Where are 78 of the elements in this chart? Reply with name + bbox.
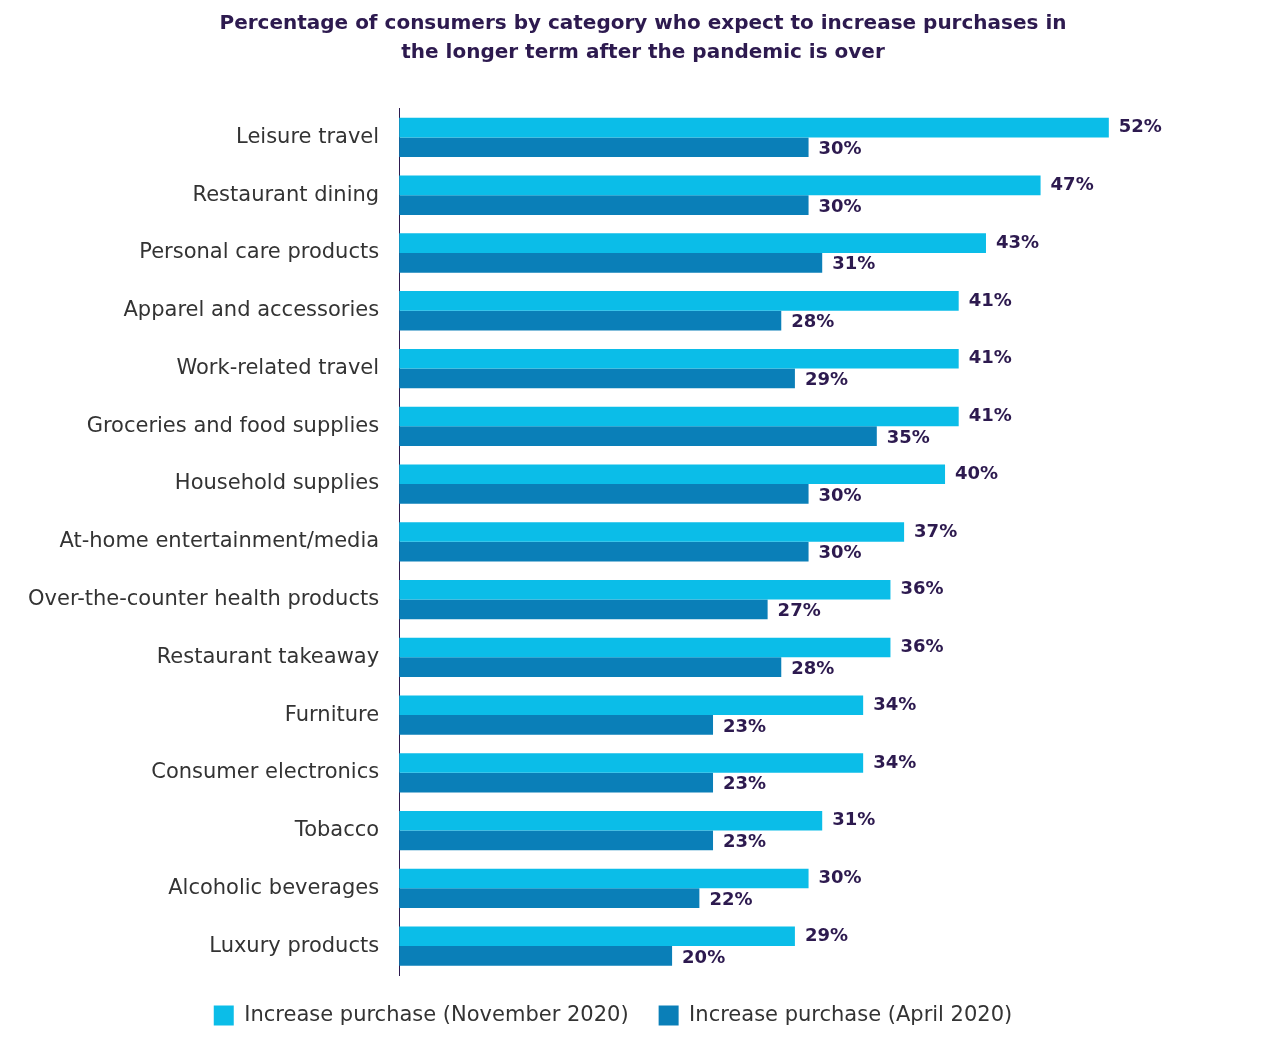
bar [399, 195, 809, 215]
y-tick-label: Consumer electronics [151, 759, 380, 784]
y-tick-label: Luxury products [209, 932, 380, 957]
bar [399, 464, 946, 485]
y-tick-label: Personal care products [139, 239, 380, 264]
y-tick-label: Groceries and food supplies [86, 412, 380, 437]
bar [399, 348, 959, 369]
data-label: 37% [914, 519, 958, 541]
data-label: 40% [955, 461, 999, 483]
data-label: 28% [791, 310, 835, 332]
data-label: 41% [968, 288, 1012, 310]
bar [399, 310, 782, 331]
data-label: 23% [723, 830, 767, 852]
data-label: 43% [995, 230, 1040, 252]
data-label: 41% [968, 404, 1012, 426]
data-label: 30% [818, 136, 862, 158]
bar [399, 175, 1041, 196]
bar [399, 368, 795, 389]
data-label: 27% [777, 599, 821, 621]
chart-title: Percentage of consumers by category who expect to increase purchases in the longer term after the pandemic is over [218, 9, 1068, 65]
y-tick-label: At-home entertainment/media [59, 528, 380, 553]
bar [399, 579, 891, 600]
bar [399, 810, 823, 831]
data-label: 52% [1118, 115, 1162, 137]
bar [399, 484, 809, 504]
data-label: 23% [723, 772, 767, 794]
data-label: 36% [900, 577, 944, 599]
legend-label: Increase purchase (April 2020) [689, 1001, 1013, 1026]
bar [399, 715, 714, 735]
bar [399, 868, 809, 889]
data-label: 41% [968, 346, 1012, 368]
bar [399, 426, 877, 446]
data-label: 30% [818, 541, 862, 563]
bar [399, 946, 673, 966]
data-label: 31% [832, 252, 876, 274]
bar [399, 926, 795, 947]
data-label: 20% [682, 945, 726, 967]
bar [399, 406, 959, 427]
data-label: 30% [818, 866, 862, 888]
data-label: 30% [818, 483, 862, 505]
y-tick-label: Restaurant takeaway [156, 643, 380, 668]
bar [399, 117, 1109, 138]
bar [399, 233, 986, 253]
y-tick-label: Tobacco [293, 817, 380, 842]
data-label: 34% [873, 750, 917, 772]
y-tick-label: Restaurant dining [192, 181, 380, 206]
y-tick-label: Over-the-counter health products [28, 586, 380, 611]
data-label: 29% [804, 368, 849, 390]
data-label: 29% [804, 923, 849, 945]
bar [399, 830, 714, 851]
data-label: 22% [709, 887, 753, 909]
bar [399, 753, 864, 773]
bar [399, 253, 823, 273]
bar [399, 522, 905, 542]
bar [399, 599, 768, 620]
y-tick-label: Household supplies [174, 470, 380, 495]
data-label: 30% [818, 194, 862, 216]
data-label: 35% [886, 425, 930, 447]
data-label: 47% [1050, 173, 1094, 195]
bar [399, 657, 782, 677]
y-tick-label: Furniture [284, 701, 380, 726]
y-tick-label: Apparel and accessories [123, 297, 380, 322]
data-label: 31% [832, 808, 876, 830]
data-label: 23% [723, 714, 767, 736]
y-tick-label: Alcoholic beverages [168, 874, 380, 899]
bar [399, 637, 891, 658]
data-label: 28% [791, 656, 835, 678]
bar [399, 772, 714, 793]
bar [399, 291, 959, 311]
y-tick-label: Work-related travel [176, 354, 380, 379]
y-tick-label: Leisure travel [236, 123, 380, 148]
bar [399, 137, 809, 158]
bar [399, 695, 864, 716]
legend-label: Increase purchase (November 2020) [244, 1001, 629, 1026]
data-label: 34% [873, 692, 917, 714]
bar [399, 888, 700, 908]
bar [399, 541, 809, 562]
data-label: 36% [900, 635, 944, 657]
